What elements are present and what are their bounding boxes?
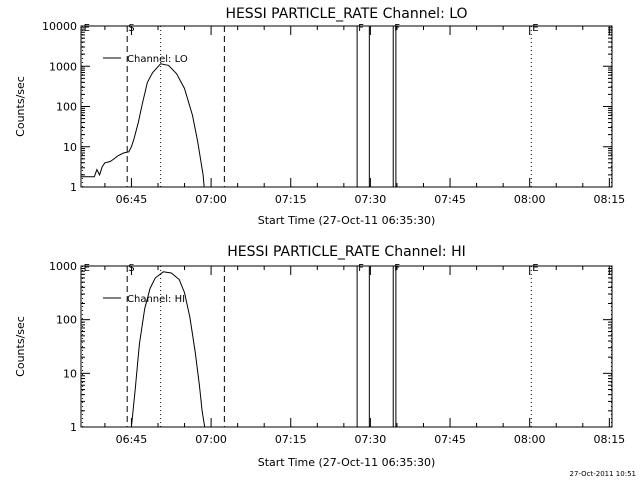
x-tick-label: 06:45 (116, 433, 148, 446)
y-tick-label: 1 (70, 181, 77, 194)
x-tick-label: 07:30 (355, 433, 387, 446)
x-tick-label: 08:00 (514, 433, 546, 446)
legend: Channel: LO (103, 54, 188, 65)
legend-label: Channel: LO (127, 54, 188, 65)
legend: Channel: HI (103, 294, 185, 305)
panel-lo: HESSI PARTICLE_RATE Channel: LO 1 10 100 100… (14, 6, 625, 227)
y-tick-label: 100 (56, 314, 77, 327)
x-axis-label: Start Time (27-Oct-11 06:35:30) (258, 456, 436, 469)
x-tick-label: 08:15 (593, 193, 625, 206)
y-axis-label: Counts/sec (14, 316, 27, 377)
series-line (130, 271, 206, 428)
x-tick-label: 08:15 (593, 433, 625, 446)
x-axis-label: Start Time (27-Oct-11 06:35:30) (258, 214, 436, 227)
event-marker-label: F (394, 23, 400, 34)
legend-label: Channel: HI (127, 294, 185, 305)
chart-title: HESSI PARTICLE_RATE Channel: LO (225, 6, 467, 22)
chart-title: HESSI PARTICLE_RATE Channel: HI (227, 244, 465, 260)
event-marker-label: E (84, 263, 90, 274)
y-tick-label: 10000 (42, 20, 77, 33)
event-marker-label: E (532, 23, 538, 34)
x-tick-label: 07:45 (434, 433, 466, 446)
y-axis-label: Counts/sec (14, 76, 27, 137)
x-tick-label: 07:00 (195, 433, 227, 446)
y-tick-label: 1000 (49, 260, 77, 273)
event-marker-label: F (394, 263, 400, 274)
y-tick-label: 100 (56, 101, 77, 114)
event-marker-label: E (84, 23, 90, 34)
event-marker-label: E (532, 263, 538, 274)
event-marker-label: F (358, 263, 364, 274)
event-marker-label: S (128, 23, 134, 34)
x-tick-label: 07:00 (195, 193, 227, 206)
event-marker-label: F (358, 23, 364, 34)
x-tick-label: 07:15 (275, 193, 307, 206)
panel-hi: HESSI PARTICLE_RATE Channel: HI 1 10 100 100… (14, 244, 625, 469)
y-tick-label: 1000 (49, 60, 77, 73)
y-tick-label: 1 (70, 421, 77, 434)
x-tick-label: 07:45 (434, 193, 466, 206)
x-tick-label: 07:30 (355, 193, 387, 206)
x-tick-label: 06:45 (116, 193, 148, 206)
x-tick-label: 08:00 (514, 193, 546, 206)
event-marker-label: S (128, 263, 134, 274)
plot-frame (80, 265, 613, 428)
footer-timestamp: 27-Oct-2011 10:51 (570, 470, 636, 478)
series-line (81, 63, 205, 188)
x-tick-label: 07:15 (275, 433, 307, 446)
y-tick-label: 10 (63, 367, 77, 380)
y-tick-label: 10 (63, 141, 77, 154)
